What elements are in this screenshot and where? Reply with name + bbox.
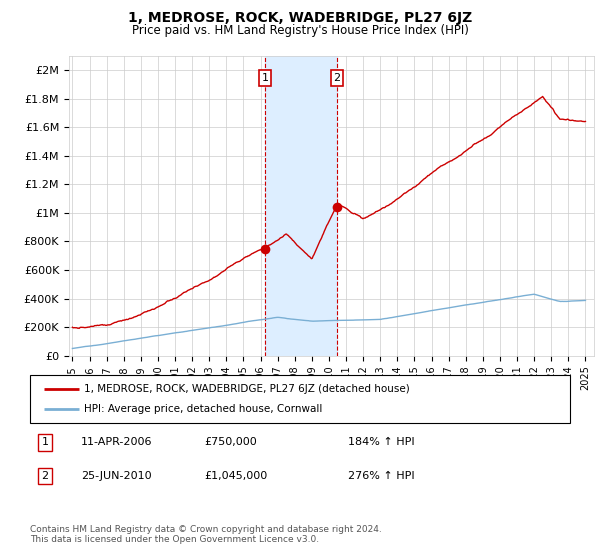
Text: £750,000: £750,000 <box>204 437 257 447</box>
Text: 11-APR-2006: 11-APR-2006 <box>81 437 152 447</box>
Text: Price paid vs. HM Land Registry's House Price Index (HPI): Price paid vs. HM Land Registry's House … <box>131 24 469 36</box>
Text: 276% ↑ HPI: 276% ↑ HPI <box>348 471 415 481</box>
Text: 1: 1 <box>41 437 49 447</box>
Text: HPI: Average price, detached house, Cornwall: HPI: Average price, detached house, Corn… <box>84 404 322 414</box>
Text: 2: 2 <box>41 471 49 481</box>
Bar <box>265 56 337 356</box>
Text: 1: 1 <box>262 73 269 83</box>
Text: 184% ↑ HPI: 184% ↑ HPI <box>348 437 415 447</box>
Text: 2: 2 <box>334 73 341 83</box>
Text: 25-JUN-2010: 25-JUN-2010 <box>81 471 152 481</box>
Text: 1, MEDROSE, ROCK, WADEBRIDGE, PL27 6JZ: 1, MEDROSE, ROCK, WADEBRIDGE, PL27 6JZ <box>128 11 472 25</box>
Text: £1,045,000: £1,045,000 <box>204 471 267 481</box>
Text: 1, MEDROSE, ROCK, WADEBRIDGE, PL27 6JZ (detached house): 1, MEDROSE, ROCK, WADEBRIDGE, PL27 6JZ (… <box>84 384 410 394</box>
FancyBboxPatch shape <box>30 375 570 423</box>
Text: Contains HM Land Registry data © Crown copyright and database right 2024.
This d: Contains HM Land Registry data © Crown c… <box>30 525 382 544</box>
